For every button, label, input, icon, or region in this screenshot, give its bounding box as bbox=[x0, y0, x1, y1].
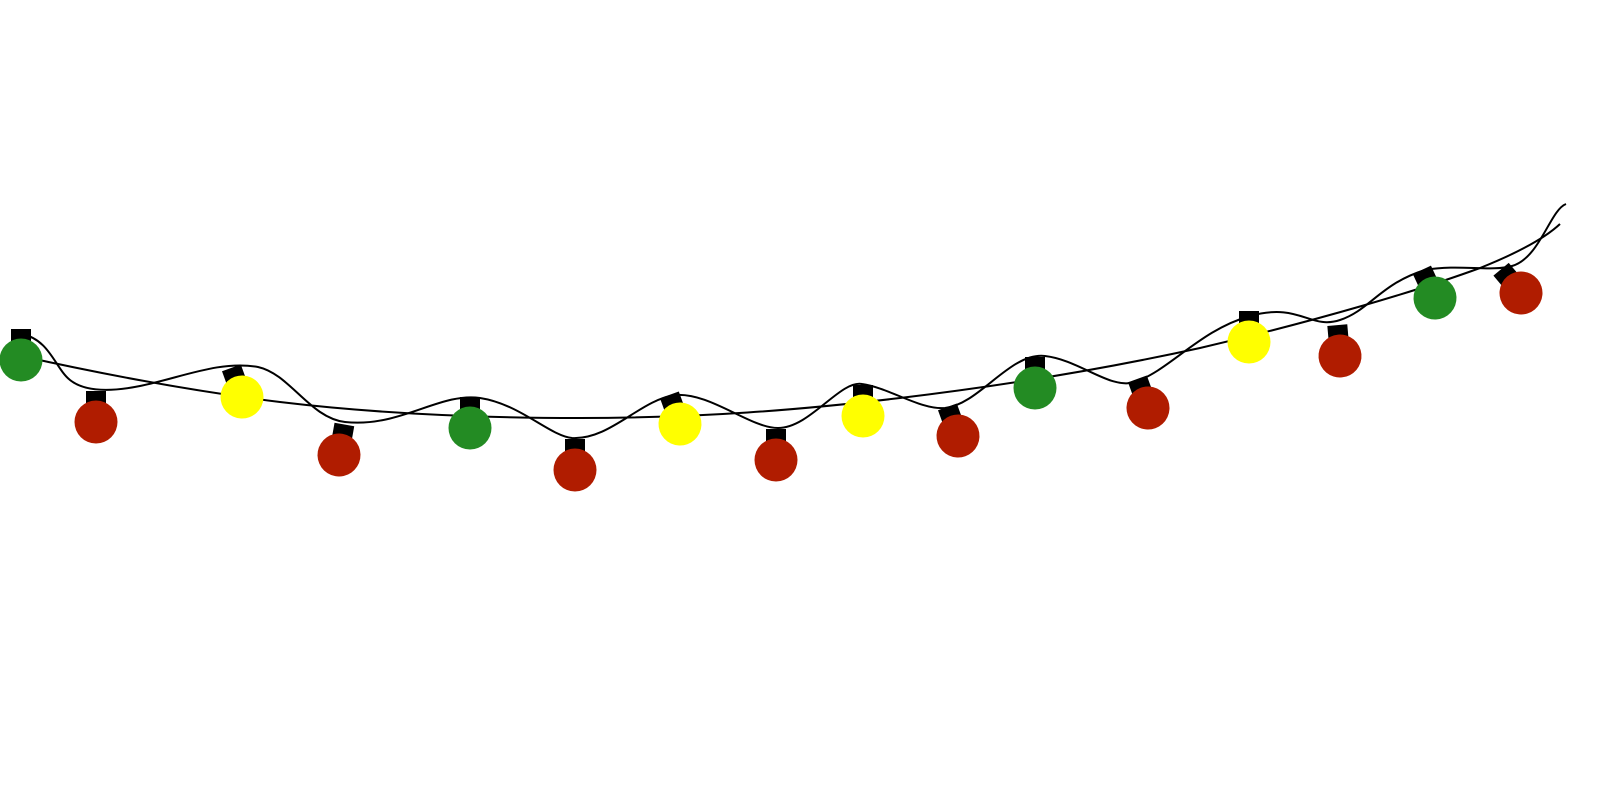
bulb-red bbox=[754, 429, 798, 482]
bulb-glass bbox=[1013, 366, 1057, 410]
bulb-red bbox=[317, 422, 361, 477]
bulb-glass bbox=[754, 438, 798, 482]
bulb-socket bbox=[1493, 262, 1518, 287]
bulb-glass bbox=[841, 394, 885, 438]
wavy-wire bbox=[21, 203, 1567, 440]
bulb-glass bbox=[0, 338, 43, 382]
bulb-red bbox=[1318, 324, 1362, 378]
bulb-socket bbox=[1412, 265, 1437, 287]
bulbs bbox=[0, 262, 1543, 492]
bulb-green bbox=[448, 397, 492, 450]
bulb-glass bbox=[1318, 334, 1362, 378]
bulb-glass bbox=[1126, 386, 1170, 430]
bulb-glass bbox=[1413, 276, 1457, 320]
bulb-yellow bbox=[220, 364, 264, 419]
bulb-glass bbox=[1227, 320, 1271, 364]
bulb-glass bbox=[1499, 271, 1543, 315]
bulb-glass bbox=[317, 433, 361, 477]
bulb-red bbox=[1493, 262, 1543, 315]
bulb-glass bbox=[658, 402, 702, 446]
bulb-yellow bbox=[658, 391, 702, 446]
bulb-green bbox=[1412, 265, 1457, 320]
bulb-yellow bbox=[1227, 311, 1271, 364]
bulb-red bbox=[74, 391, 118, 444]
bulb-red bbox=[1126, 375, 1170, 430]
bulb-red bbox=[553, 439, 597, 492]
bulb-green bbox=[0, 329, 43, 382]
bulb-yellow bbox=[841, 385, 885, 438]
bulb-red bbox=[936, 403, 980, 458]
bulb-glass bbox=[448, 406, 492, 450]
bulb-glass bbox=[936, 414, 980, 458]
bulb-glass bbox=[74, 400, 118, 444]
bulb-green bbox=[1013, 357, 1057, 410]
bulb-glass bbox=[553, 448, 597, 492]
bulb-glass bbox=[220, 375, 264, 419]
